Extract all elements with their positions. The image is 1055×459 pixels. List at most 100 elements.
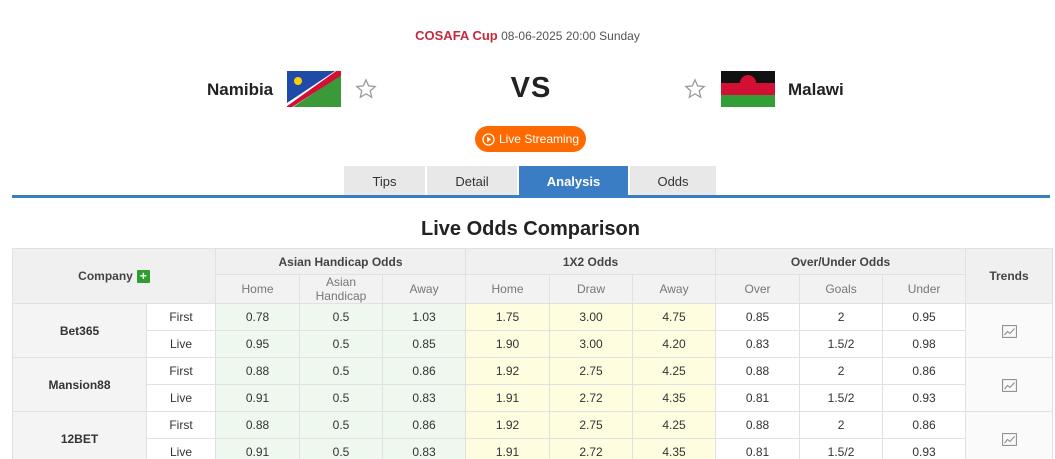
odds-cell-ah[interactable]: 0.5 — [299, 303, 383, 331]
table-row: 12BET First 0.88 0.5 0.86 1.92 2.75 4.25 0.88 2 0.… — [12, 411, 1054, 459]
odds-cell-ah[interactable]: 0.5 — [299, 330, 383, 358]
company-name[interactable]: Mansion88 — [12, 357, 147, 412]
odds-cell-ah[interactable]: 0.88 — [215, 411, 300, 439]
favorite-star-icon[interactable] — [684, 78, 706, 100]
odds-cell-x12[interactable]: 4.35 — [632, 438, 717, 459]
odds-cell-ah[interactable]: 0.86 — [381, 411, 467, 439]
add-company-button[interactable]: + — [136, 270, 150, 284]
table-row: Bet365 First 0.78 0.5 1.03 1.75 3.00 4.75 0.85 2 0… — [12, 303, 1054, 358]
odds-phase: First — [146, 411, 216, 439]
odds-cell-x12[interactable]: 1.91 — [465, 384, 551, 412]
odds-cell-ou[interactable]: 2 — [799, 357, 884, 385]
odds-phase: Live — [146, 438, 216, 459]
trend-cell[interactable] — [965, 303, 1054, 358]
table-row: Mansion88 First 0.88 0.5 0.86 1.92 2.75 4.25 0.8… — [12, 357, 1054, 412]
subheader-ah-away: Away — [381, 274, 467, 304]
odds-cell-ou[interactable]: 1.5/2 — [799, 438, 884, 459]
trend-chart-icon[interactable] — [1001, 432, 1017, 446]
odds-cell-ah[interactable]: 0.91 — [215, 438, 300, 459]
odds-cell-ou[interactable]: 0.86 — [882, 411, 967, 439]
odds-cell-ou[interactable]: 0.86 — [882, 357, 967, 385]
over-under-header: Over/Under Odds — [715, 248, 967, 275]
odds-cell-x12[interactable]: 2.75 — [549, 411, 634, 439]
home-team-name[interactable]: Namibia — [207, 80, 274, 99]
odds-cell-ou[interactable]: 1.5/2 — [799, 330, 884, 358]
tab-tips[interactable]: Tips — [344, 166, 425, 196]
favorite-star-icon[interactable] — [355, 78, 377, 100]
odds-cell-ou[interactable]: 0.81 — [715, 384, 801, 412]
kickoff-time: 08-06-2025 20:00 Sunday — [501, 29, 640, 43]
odds-cell-x12[interactable]: 1.91 — [465, 438, 551, 459]
odds-cell-ah[interactable]: 1.03 — [381, 303, 467, 331]
live-streaming-button[interactable]: Live Streaming — [475, 126, 586, 152]
league-name[interactable]: COSAFA Cup — [415, 28, 498, 43]
odds-cell-ah[interactable]: 0.91 — [215, 384, 300, 412]
odds-cell-x12[interactable]: 4.25 — [632, 357, 717, 385]
x12-header: 1X2 Odds — [465, 248, 717, 275]
trend-cell[interactable] — [965, 357, 1054, 412]
odds-cell-ou[interactable]: 0.93 — [882, 438, 967, 459]
odds-cell-x12[interactable]: 3.00 — [549, 330, 634, 358]
tab-analysis[interactable]: Analysis — [519, 166, 628, 196]
tab-detail[interactable]: Detail — [427, 166, 517, 196]
odds-cell-x12[interactable]: 1.92 — [465, 357, 551, 385]
odds-cell-ou[interactable]: 0.85 — [715, 303, 801, 331]
tab-divider — [12, 195, 1050, 198]
subheader-ah-home: Home — [215, 274, 300, 304]
odds-cell-x12[interactable]: 4.75 — [632, 303, 717, 331]
odds-cell-ah[interactable]: 0.5 — [299, 357, 383, 385]
subheader-x12-home: Home — [465, 274, 551, 304]
odds-cell-ou[interactable]: 2 — [799, 303, 884, 331]
odds-cell-x12[interactable]: 1.92 — [465, 411, 551, 439]
odds-cell-ah[interactable]: 0.5 — [299, 411, 383, 439]
odds-cell-ah[interactable]: 0.83 — [381, 438, 467, 459]
odds-cell-x12[interactable]: 1.75 — [465, 303, 551, 331]
odds-cell-x12[interactable]: 4.35 — [632, 384, 717, 412]
odds-cell-x12[interactable]: 4.25 — [632, 411, 717, 439]
odds-cell-x12[interactable]: 1.90 — [465, 330, 551, 358]
odds-cell-x12[interactable]: 2.72 — [549, 438, 634, 459]
play-icon — [482, 132, 495, 146]
company-header: Company + — [12, 248, 216, 304]
odds-phase: First — [146, 303, 216, 331]
subheader-ah-handicap: Asian Handicap — [299, 274, 383, 304]
odds-cell-ou[interactable]: 0.83 — [715, 330, 801, 358]
malawi-flag-icon — [721, 71, 775, 107]
company-name[interactable]: Bet365 — [12, 303, 147, 358]
odds-cell-x12[interactable]: 2.75 — [549, 357, 634, 385]
odds-cell-ah[interactable]: 0.86 — [381, 357, 467, 385]
odds-cell-x12[interactable]: 3.00 — [549, 303, 634, 331]
table-row: Live 0.91 0.5 0.83 1.91 2.72 4.35 0.81 1.5/2 0.93 — [13, 384, 1053, 412]
odds-cell-ou[interactable]: 1.5/2 — [799, 384, 884, 412]
odds-cell-ou[interactable]: 2 — [799, 411, 884, 439]
odds-cell-ou[interactable]: 0.88 — [715, 357, 801, 385]
match-header: COSAFA Cup 08-06-2025 20:00 Sunday — [0, 28, 1055, 43]
odds-cell-ah[interactable]: 0.85 — [381, 330, 467, 358]
odds-cell-x12[interactable]: 4.20 — [632, 330, 717, 358]
live-streaming-label: Live Streaming — [498, 132, 580, 146]
odds-cell-ah[interactable]: 0.5 — [299, 384, 383, 412]
odds-cell-ah[interactable]: 0.88 — [215, 357, 300, 385]
odds-cell-ou[interactable]: 0.88 — [715, 411, 801, 439]
odds-cell-ah[interactable]: 0.78 — [215, 303, 300, 331]
odds-cell-x12[interactable]: 2.72 — [549, 384, 634, 412]
odds-table-body: Bet365 First 0.78 0.5 1.03 1.75 3.00 4.75 0.85 2 0… — [12, 303, 1054, 459]
odds-comparison-table: Company + Asian Handicap Odds 1X2 Odds Ov… — [12, 248, 1054, 459]
odds-cell-ou[interactable]: 0.81 — [715, 438, 801, 459]
odds-cell-ah[interactable]: 0.5 — [299, 438, 383, 459]
trend-chart-icon[interactable] — [1001, 324, 1017, 338]
odds-cell-ah[interactable]: 0.83 — [381, 384, 467, 412]
company-name[interactable]: 12BET — [12, 411, 147, 459]
trend-cell[interactable] — [965, 411, 1054, 459]
table-row: Live 0.91 0.5 0.83 1.91 2.72 4.35 0.81 1.5/2 0.93 — [13, 438, 1053, 459]
odds-cell-ou[interactable]: 0.93 — [882, 384, 967, 412]
asian-handicap-header: Asian Handicap Odds — [214, 248, 467, 275]
versus-label: VS — [510, 72, 552, 104]
tab-odds[interactable]: Odds — [630, 166, 716, 196]
away-team-name[interactable]: Malawi — [788, 80, 844, 99]
trend-chart-icon[interactable] — [1001, 378, 1017, 392]
odds-cell-ou[interactable]: 0.95 — [882, 303, 967, 331]
odds-phase: Live — [146, 384, 216, 412]
odds-cell-ah[interactable]: 0.95 — [215, 330, 300, 358]
odds-cell-ou[interactable]: 0.98 — [882, 330, 967, 358]
